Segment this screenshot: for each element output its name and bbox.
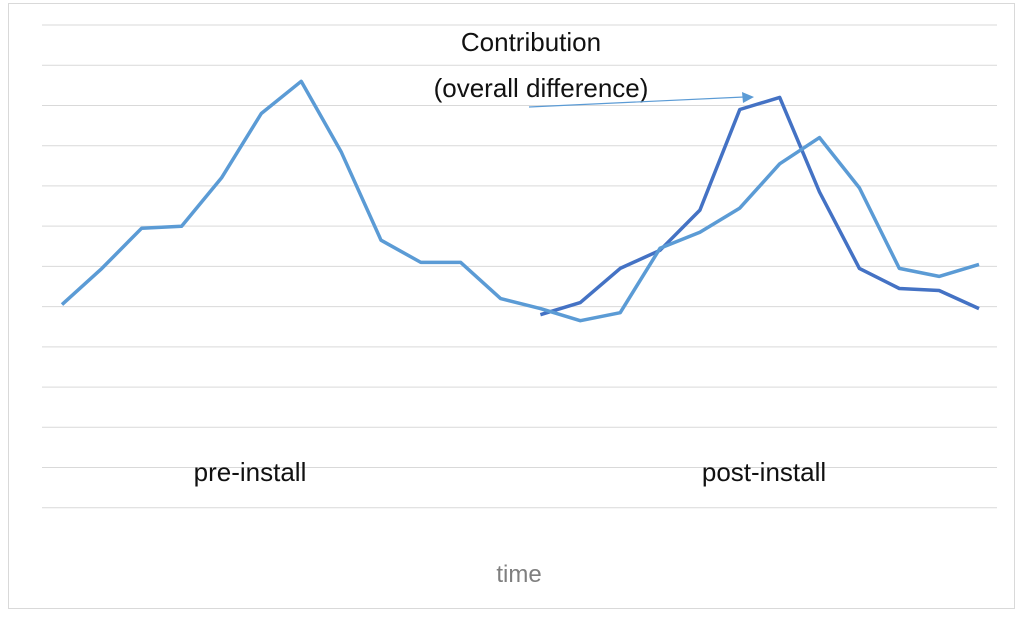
chart-frame: Contribution (overall difference) pre-in…: [8, 3, 1015, 609]
annotation-post-install: post-install: [702, 457, 826, 487]
series-light-line: [60, 79, 980, 323]
series-layer: [60, 79, 980, 323]
annotation-arrow: [528, 92, 754, 108]
gridlines: [42, 24, 997, 509]
annotation-layer: Contribution (overall difference) pre-in…: [194, 27, 827, 487]
series-dark-line: [539, 95, 980, 317]
line-chart: Contribution (overall difference) pre-in…: [42, 24, 997, 588]
annotation-pre-install: pre-install: [194, 457, 307, 487]
annotation-contribution-line2: (overall difference): [434, 73, 649, 103]
x-axis-title: time: [496, 561, 541, 588]
annotation-contribution-line1: Contribution: [461, 27, 601, 57]
